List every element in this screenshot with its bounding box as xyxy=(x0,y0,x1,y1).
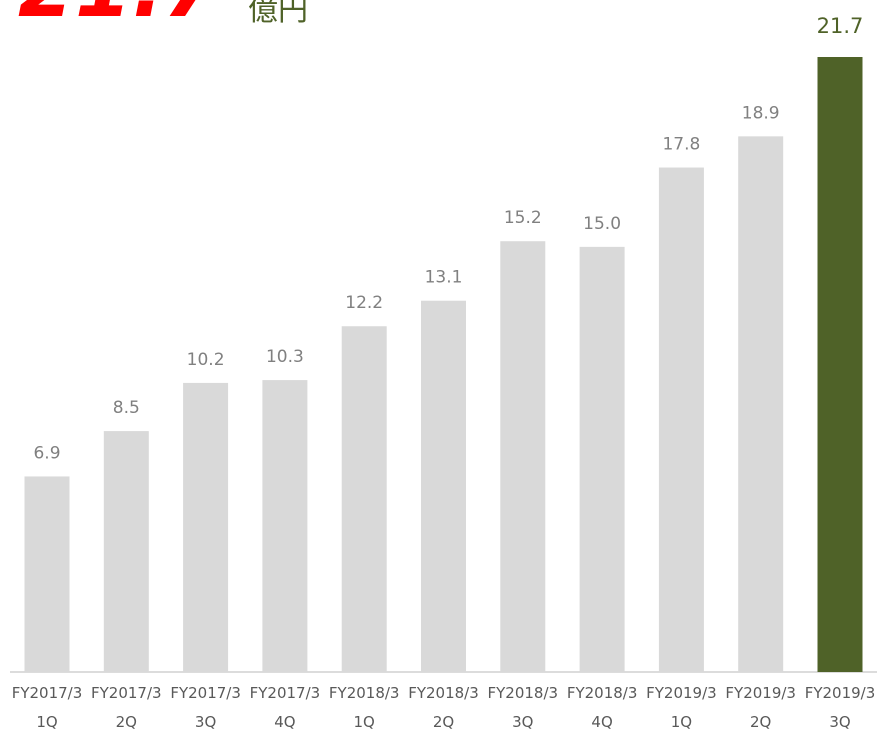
x-tick-label: 2Q xyxy=(750,713,771,731)
x-tick-label: FY2017/3 xyxy=(250,684,321,702)
headline-value: 21.7 xyxy=(18,0,220,36)
bar xyxy=(262,380,308,672)
bar xyxy=(24,476,70,672)
headline-unit: 億円 xyxy=(248,0,308,28)
value-label: 18.9 xyxy=(742,103,780,123)
x-tick-label: FY2018/3 xyxy=(488,684,559,702)
bar xyxy=(341,326,387,672)
x-tick-label: FY2018/3 xyxy=(329,684,400,702)
value-label: 10.3 xyxy=(266,347,304,367)
x-tick-label: FY2019/3 xyxy=(646,684,717,702)
value-label: 6.9 xyxy=(33,443,60,463)
x-tick-label: FY2019/3 xyxy=(725,684,796,702)
bar xyxy=(500,241,546,672)
x-tick-label: FY2018/3 xyxy=(408,684,479,702)
bar xyxy=(658,167,704,672)
x-tick-label: FY2017/3 xyxy=(12,684,83,702)
bar xyxy=(817,57,863,672)
x-tick-label: 3Q xyxy=(829,713,850,731)
x-tick-label: FY2017/3 xyxy=(170,684,241,702)
bar xyxy=(183,382,229,672)
x-tick-label: FY2017/3 xyxy=(91,684,162,702)
value-label: 15.2 xyxy=(504,208,542,228)
value-label: 21.7 xyxy=(817,14,864,38)
value-label: 17.8 xyxy=(662,135,700,155)
value-label: 12.2 xyxy=(345,293,383,313)
x-tick-label: 1Q xyxy=(36,713,57,731)
value-label: 8.5 xyxy=(113,398,140,418)
value-label: 15.0 xyxy=(583,214,621,234)
x-tick-label: 3Q xyxy=(195,713,216,731)
x-tick-label: 1Q xyxy=(671,713,692,731)
bar xyxy=(103,431,149,672)
x-tick-label: 2Q xyxy=(433,713,454,731)
x-tick-label: 4Q xyxy=(274,713,295,731)
value-label: 13.1 xyxy=(425,268,463,288)
bar xyxy=(579,246,625,672)
x-tick-label: FY2018/3 xyxy=(567,684,638,702)
bar xyxy=(421,300,466,672)
bar xyxy=(738,136,784,672)
x-tick-label: FY2019/3 xyxy=(805,684,876,702)
x-tick-label: 1Q xyxy=(354,713,375,731)
x-tick-label: 4Q xyxy=(591,713,612,731)
x-tick-label: 3Q xyxy=(512,713,533,731)
value-label: 10.2 xyxy=(187,350,225,370)
x-tick-label: 2Q xyxy=(116,713,137,731)
